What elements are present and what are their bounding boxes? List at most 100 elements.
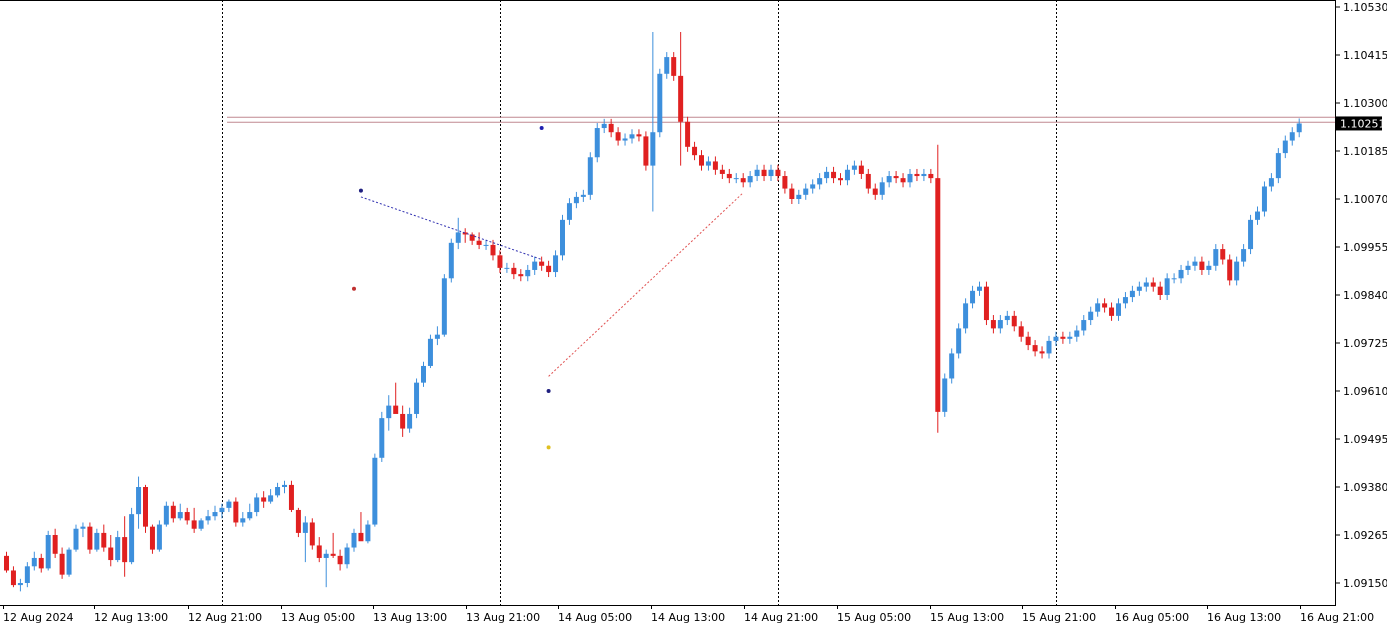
candle-body <box>705 161 711 166</box>
candle <box>949 348 955 384</box>
candle <box>233 497 239 527</box>
candle <box>1192 256 1198 271</box>
candle <box>657 68 663 138</box>
candle <box>712 156 718 175</box>
candle-body <box>990 320 996 329</box>
candle <box>407 407 413 433</box>
candle <box>379 411 385 462</box>
candle-body <box>865 173 871 189</box>
candle <box>1122 292 1128 309</box>
x-tick-label: 15 Aug 05:00 <box>837 611 911 624</box>
candle-body <box>427 338 433 366</box>
candle-body <box>671 57 677 76</box>
candle-body <box>1275 153 1281 179</box>
candle <box>747 171 753 188</box>
candle-body <box>1088 311 1094 321</box>
candle <box>1241 244 1247 267</box>
candle-body <box>316 545 322 558</box>
candle <box>1261 181 1267 217</box>
candle-body <box>10 570 16 586</box>
candle-body <box>594 128 600 158</box>
candle <box>455 217 461 250</box>
candle-body <box>17 583 23 586</box>
candle <box>1032 340 1038 357</box>
candle-body <box>532 261 538 270</box>
candle-body <box>678 75 684 122</box>
candle <box>1275 148 1281 184</box>
candle-body <box>747 176 753 183</box>
candle-body <box>803 188 809 195</box>
candle-body <box>66 549 72 575</box>
candle <box>1255 206 1260 225</box>
candle-body <box>358 532 364 542</box>
candle <box>400 405 406 437</box>
candle-body <box>212 512 218 517</box>
y-tick-label: 1.09725 <box>1343 337 1387 350</box>
candle <box>212 505 218 521</box>
candle <box>4 551 9 573</box>
y-tick-label: 1.09955 <box>1343 241 1387 254</box>
candle <box>824 166 830 184</box>
candle-body <box>302 522 308 533</box>
trend-lines <box>360 192 744 377</box>
candle <box>622 133 628 146</box>
candle-body <box>469 234 475 241</box>
candle-body <box>1122 297 1128 304</box>
candle-body <box>407 413 413 429</box>
candle-body <box>1241 249 1247 262</box>
candle <box>831 166 837 184</box>
candle <box>629 129 635 144</box>
candle <box>261 491 267 508</box>
candle-body <box>692 146 698 156</box>
candle <box>309 518 315 550</box>
candle <box>101 524 107 552</box>
candle-body <box>977 286 982 291</box>
candle <box>17 578 23 592</box>
x-tick-label: 12 Aug 21:00 <box>188 611 262 624</box>
y-tick-label: 1.09495 <box>1343 433 1387 446</box>
candle <box>1213 244 1219 271</box>
candles <box>4 32 1302 592</box>
x-tick-label: 16 Aug 13:00 <box>1207 611 1281 624</box>
candle <box>421 361 426 387</box>
candle <box>1164 273 1170 301</box>
candle <box>615 127 621 146</box>
candle-body <box>1289 132 1295 141</box>
candle <box>295 507 301 538</box>
candle <box>80 522 86 538</box>
candle <box>358 512 364 542</box>
time-axis: 12 Aug 2024 12 Aug 13:00 12 Aug 21:00 13 Au… <box>3 605 1374 624</box>
candle-body <box>525 269 531 277</box>
candle <box>490 239 496 261</box>
candle-body <box>351 532 357 548</box>
candle-body <box>80 526 86 529</box>
candle <box>59 547 65 579</box>
candle-body <box>191 520 197 529</box>
candle-body <box>87 526 93 550</box>
candle-body <box>73 528 79 550</box>
candle-body <box>1282 140 1288 154</box>
candle <box>1227 254 1233 286</box>
candle <box>129 507 135 565</box>
candle <box>1220 244 1226 265</box>
candle-body <box>740 178 746 183</box>
candle-body <box>1053 336 1059 341</box>
candle <box>87 522 93 554</box>
candle-body <box>636 134 642 137</box>
candle-body <box>775 169 781 177</box>
candle-body <box>1227 259 1233 281</box>
candle-body <box>483 244 489 246</box>
candle-body <box>275 487 281 496</box>
candle <box>372 453 378 527</box>
candle-body <box>1255 211 1260 220</box>
candle-body <box>295 509 301 533</box>
candle-body <box>1011 315 1017 327</box>
candle <box>177 503 183 521</box>
candle <box>1296 118 1302 138</box>
candle-body <box>546 265 552 273</box>
candle <box>817 173 823 190</box>
candle-body <box>1046 340 1052 354</box>
y-tick-label: 1.09265 <box>1343 529 1387 542</box>
